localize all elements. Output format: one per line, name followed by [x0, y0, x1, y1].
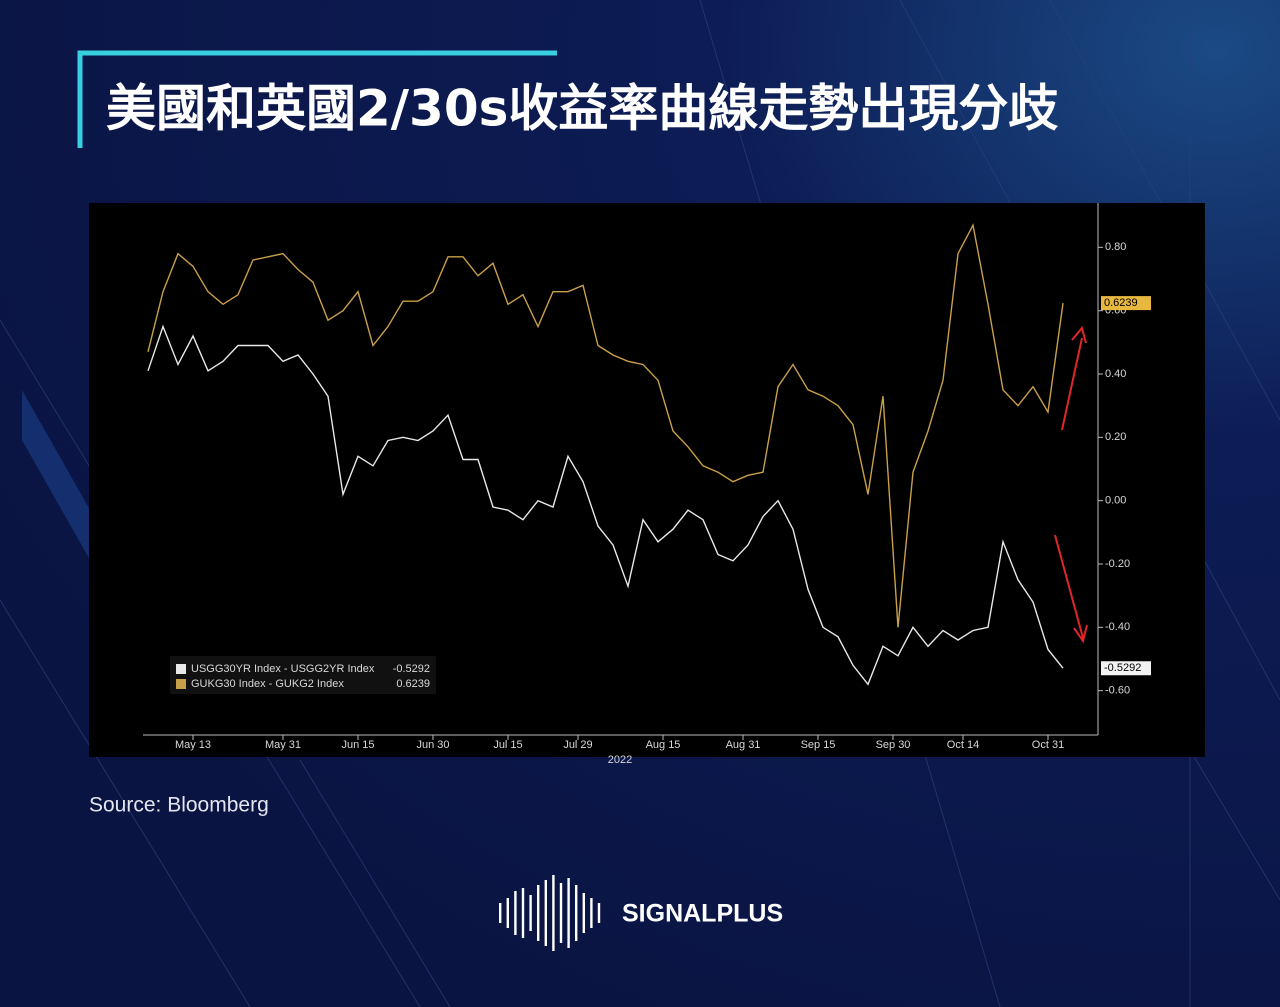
- x-tick-label: Oct 31: [1032, 739, 1064, 751]
- logo-bar: [521, 888, 525, 938]
- legend-label: USGG30YR Index - USGG2YR Index: [191, 663, 375, 675]
- year-label: 2022: [608, 754, 632, 766]
- title-bracket: [77, 50, 557, 148]
- legend-value: 0.6239: [396, 678, 430, 690]
- x-tick-label: Jun 15: [341, 739, 374, 751]
- logo-bar: [552, 875, 555, 951]
- value-tag: [1101, 296, 1151, 311]
- bg-shape: [22, 390, 90, 560]
- value-tag: [1101, 661, 1151, 676]
- y-tick-label: 0.00: [1105, 495, 1126, 507]
- logo-bar: [537, 885, 540, 941]
- x-tick-label: Sep 30: [876, 739, 911, 751]
- y-tick-label: 0.80: [1105, 241, 1126, 253]
- x-tick-label: Oct 14: [947, 739, 979, 751]
- series-line: [147, 223, 1064, 628]
- logo-bar: [559, 883, 563, 943]
- x-tick-label: May 31: [265, 739, 301, 751]
- y-tick-label: -0.60: [1105, 685, 1130, 697]
- value-tag-label: -0.5292: [1104, 662, 1141, 674]
- series-line: [147, 324, 1064, 686]
- y-tick-label: 0.40: [1105, 368, 1126, 380]
- logo-bars: [499, 875, 601, 951]
- legend-swatch: [176, 664, 186, 674]
- x-tick-label: Jun 30: [416, 739, 449, 751]
- logo-bar: [514, 891, 517, 935]
- x-tick-label: May 13: [175, 739, 211, 751]
- legend-label: GUKG30 Index - GUKG2 Index: [191, 678, 344, 690]
- legend-value: -0.5292: [393, 663, 430, 675]
- x-tick-label: Aug 31: [726, 739, 761, 751]
- logo-bar: [529, 895, 532, 931]
- x-tick-label: Jul 15: [493, 739, 522, 751]
- logo-bar: [544, 880, 547, 946]
- arrow-up: [1061, 325, 1087, 431]
- legend-swatch: [176, 679, 186, 689]
- y-tick-label: -0.40: [1105, 621, 1130, 633]
- arrow-down: [1054, 534, 1088, 644]
- logo-bar: [597, 903, 601, 923]
- value-tag-label: 0.6239: [1104, 297, 1138, 309]
- legend-box: [170, 656, 436, 694]
- logo-bar: [499, 903, 502, 923]
- title: 美國和英國2/30s收益率曲線走勢出現分歧: [106, 80, 1058, 138]
- logo-bar: [567, 878, 570, 948]
- y-tick-label: -0.20: [1105, 558, 1130, 570]
- x-tick-label: Sep 15: [801, 739, 836, 751]
- brand: SIGNALPLUS: [622, 900, 783, 928]
- logo-bar: [582, 893, 585, 933]
- x-tick-label: Aug 15: [646, 739, 681, 751]
- x-tick-label: Jul 29: [563, 739, 592, 751]
- logo-bar: [590, 898, 593, 928]
- source: Source: Bloomberg: [89, 794, 269, 817]
- logo-bar: [506, 898, 509, 928]
- logo-bar: [575, 885, 578, 941]
- y-tick-label: 0.20: [1105, 431, 1126, 443]
